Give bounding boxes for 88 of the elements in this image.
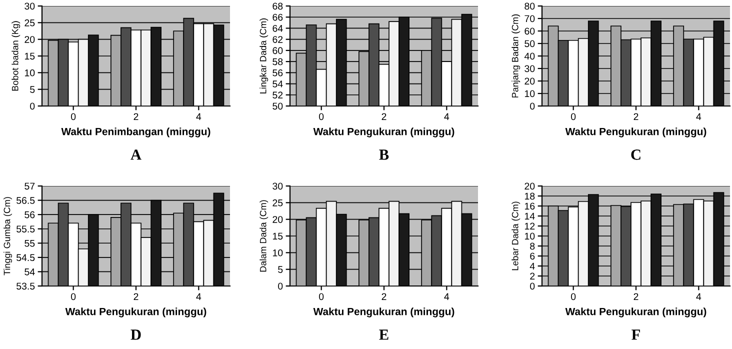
y-axis-title: Dalam Dada (Cm)	[260, 200, 268, 272]
y-tick-label: 2	[530, 272, 535, 280]
y-tick-label: 56	[272, 69, 283, 76]
text: D	[130, 330, 141, 340]
x-tick-label: 4	[696, 293, 702, 300]
y-tick-label: 12	[524, 222, 535, 230]
x-axis-title: Waktu Pengukuran (minggu)	[65, 308, 206, 318]
y-tick-label: 0	[530, 102, 535, 110]
x-tick-label: 0	[319, 113, 324, 120]
text: C	[631, 150, 640, 160]
x-tick-label: 4	[444, 293, 450, 300]
x-tick-label: 2	[382, 113, 386, 120]
y-tick-label: 50	[524, 40, 535, 48]
y-tick-label: 18	[524, 192, 535, 200]
y-tick-label: 20	[524, 182, 535, 190]
y-tick-label: 66	[272, 14, 283, 21]
y-axis-title: Bobot badan (Kg)	[12, 21, 20, 91]
y-tick-label: 60	[524, 28, 535, 35]
y-axis-title: Panjang Badan (Cm)	[512, 14, 520, 98]
y-tick-label: 20	[272, 216, 283, 223]
y-tick-label: 64	[272, 24, 283, 32]
x-tick-label: 2	[382, 293, 386, 300]
y-tick-label: 0	[278, 282, 283, 290]
x-tick-label: 2	[634, 293, 638, 300]
y-tick-label: 5	[30, 86, 35, 93]
x-tick-label: 0	[571, 113, 576, 120]
y-tick-label: 55	[24, 240, 35, 247]
y-tick-label: 56.5	[16, 197, 35, 204]
y-tick-label: 70	[524, 15, 535, 22]
y-tick-label: 25	[24, 19, 35, 26]
y-tick-label: 54	[24, 268, 35, 276]
y-tick-label: 58	[272, 58, 283, 66]
y-tick-label: 56	[24, 211, 35, 218]
x-tick-label: 4	[196, 293, 202, 300]
x-tick-label: 2	[134, 113, 138, 120]
y-tick-label: 4	[530, 262, 535, 270]
y-tick-label: 0	[530, 282, 535, 290]
x-axis-title: Waktu Pengukuran (minggu)	[565, 128, 706, 138]
text: E	[379, 330, 388, 340]
y-tick-label: 80	[524, 2, 535, 10]
text: B	[379, 150, 389, 160]
y-tick-label: 10	[524, 232, 535, 240]
x-axis-title: Waktu Pengukuran (minggu)	[565, 308, 706, 318]
y-tick-label: 30	[272, 182, 283, 190]
x-axis-title: Waktu Penimbangan (minggu)	[61, 128, 210, 138]
x-tick-label: 4	[696, 113, 702, 120]
y-tick-label: 68	[272, 2, 283, 10]
x-tick-label: 2	[634, 113, 638, 120]
y-tick-label: 55.5	[16, 226, 35, 232]
y-tick-label: 60	[272, 47, 283, 54]
x-tick-label: 0	[71, 293, 76, 300]
y-tick-label: 10	[524, 90, 535, 98]
x-tick-label: 2	[134, 293, 138, 300]
y-tick-label: 6	[530, 252, 535, 260]
y-tick-label: 20	[24, 36, 35, 43]
y-tick-label: 15	[24, 52, 35, 60]
y-tick-label: 14	[524, 212, 535, 220]
y-tick-label: 20	[524, 78, 535, 85]
y-tick-label: 16	[524, 202, 535, 210]
y-tick-label: 62	[272, 36, 283, 43]
x-tick-label: 0	[319, 293, 324, 300]
y-tick-label: 10	[272, 249, 283, 256]
y-tick-label: 40	[524, 52, 535, 60]
y-tick-label: 30	[524, 65, 535, 72]
x-axis-title: Waktu Pengukuran (minggu)	[313, 308, 454, 318]
y-tick-label: 54	[272, 80, 283, 88]
y-axis-title: Lebar Dada (Cm)	[512, 202, 520, 270]
y-tick-label: 10	[24, 69, 35, 76]
y-tick-label: 30	[24, 2, 35, 10]
y-tick-label: 54.5	[16, 254, 35, 262]
y-axis-title: Lingkar Dada (Cm)	[260, 18, 268, 94]
text: A	[130, 150, 142, 160]
y-tick-label: 52	[272, 92, 283, 99]
x-tick-label: 4	[196, 113, 202, 120]
x-axis-title: Waktu Pengukuran (minggu)	[313, 128, 454, 138]
y-tick-label: 57	[24, 182, 35, 190]
y-tick-label: 50	[272, 102, 283, 110]
x-tick-label: 0	[571, 293, 576, 300]
y-tick-label: 15	[272, 232, 283, 240]
x-tick-label: 4	[444, 113, 450, 120]
y-tick-label: 53.5	[16, 282, 35, 290]
y-tick-label: 8	[530, 242, 535, 250]
y-tick-label: 25	[272, 199, 283, 206]
y-tick-label: 0	[30, 102, 35, 110]
y-tick-label: 5	[278, 266, 283, 273]
x-tick-label: 0	[71, 113, 76, 120]
text: F	[632, 330, 640, 340]
y-axis-title: Tinggi Gumba (Cm)	[4, 197, 12, 276]
